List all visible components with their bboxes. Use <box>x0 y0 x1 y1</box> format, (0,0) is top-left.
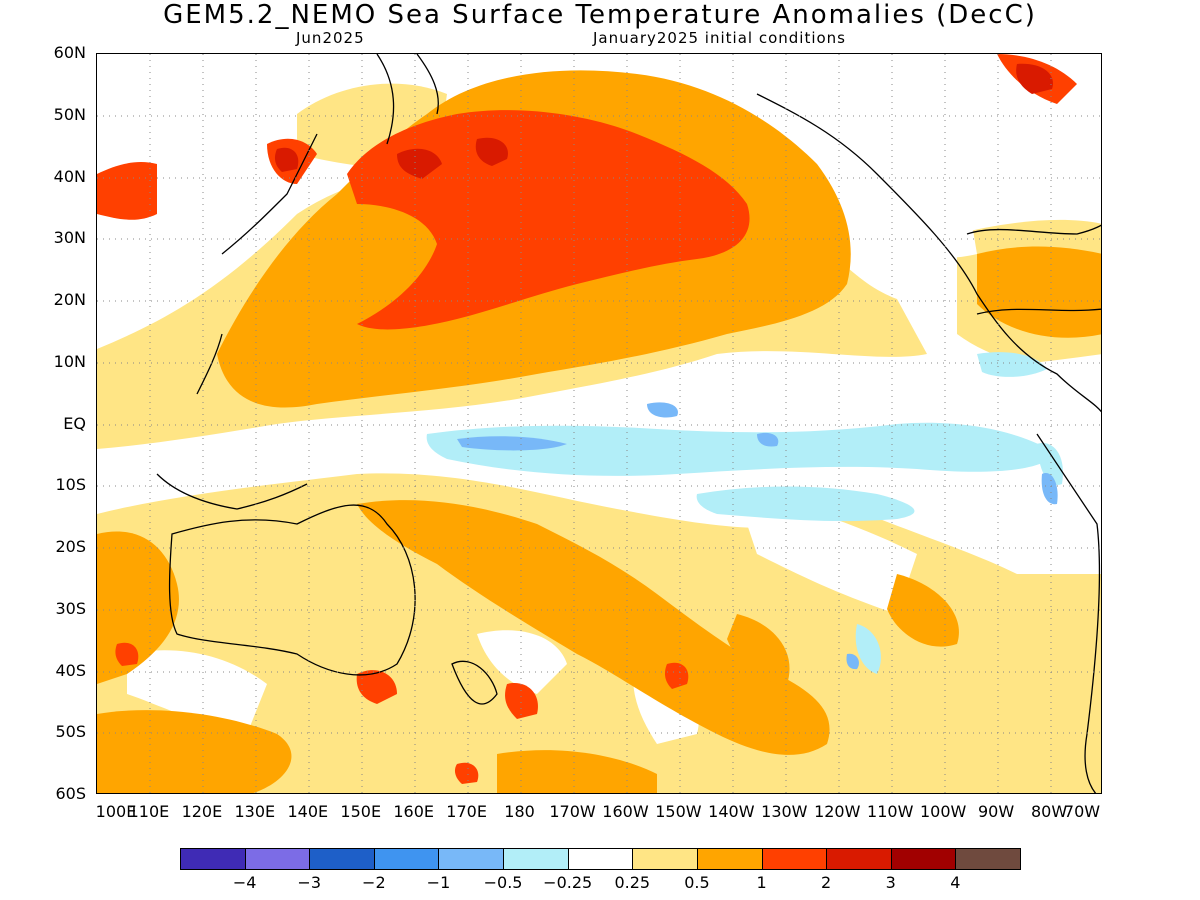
lat-tick-label: 60S <box>55 784 86 803</box>
colorbar <box>180 848 1021 870</box>
colorbar-tick-label: −1 <box>426 873 451 892</box>
colorbar-tick-label: 2 <box>821 873 832 892</box>
lon-tick-label: 130E <box>234 802 276 821</box>
lat-tick-label: 40N <box>53 166 86 186</box>
map-canvas <box>97 54 1101 793</box>
colorbar-tick-label: 1 <box>756 873 767 892</box>
colorbar-swatch <box>955 848 1021 870</box>
lon-tick-label: 100W <box>919 802 967 821</box>
coastlines <box>156 54 1101 793</box>
colorbar-swatch <box>632 848 698 870</box>
colorbar-swatch <box>826 848 892 870</box>
colorbar-tick-label: −0.5 <box>483 873 523 892</box>
colorbar-swatch <box>373 848 440 870</box>
lon-tick-label: 140E <box>287 802 329 821</box>
lon-tick-label: 140W <box>708 802 755 821</box>
lon-tick-label: 180 <box>504 802 535 821</box>
lon-tick-label: 120W <box>814 802 861 821</box>
lon-tick-label: 90W <box>978 802 1015 821</box>
lat-tick-label: 10N <box>53 351 86 371</box>
colorbar-tick-label: 0.5 <box>684 873 710 892</box>
lat-tick-label: 20N <box>53 290 86 309</box>
lat-tick-label: 40S <box>55 660 86 680</box>
lon-tick-label: 110E <box>128 802 170 821</box>
lon-tick-label: 130W <box>761 802 808 821</box>
colorbar-swatch <box>890 848 957 870</box>
lon-tick-label: 100E <box>95 802 137 821</box>
lon-tick-label: 80W <box>1030 802 1068 821</box>
lat-tick-label: 10S <box>55 475 86 495</box>
lon-tick-label: 150W <box>655 802 702 821</box>
anomaly-fill-deep-red <box>274 63 1053 179</box>
lon-tick-label: 150E <box>340 802 382 821</box>
lon-tick-label: 160W <box>602 802 649 821</box>
lon-tick-label: 120E <box>181 802 223 821</box>
forecast-month: Jun2025 <box>296 29 365 47</box>
colorbar-tick-label: 0.25 <box>614 873 651 892</box>
lat-tick-label: 60N <box>53 43 86 62</box>
chart-title: GEM5.2_NEMO Sea Surface Temperature Anom… <box>163 0 1037 30</box>
colorbar-tick-label: −4 <box>232 873 257 892</box>
colorbar-swatch <box>309 848 375 870</box>
colorbar-swatch <box>180 848 246 870</box>
colorbar-swatch <box>244 848 311 870</box>
anomaly-fill-blue <box>457 402 1058 670</box>
anomaly-fill-light-cyan <box>426 352 1063 674</box>
lat-tick-label: 50S <box>55 722 86 742</box>
colorbar-swatch <box>761 848 828 870</box>
lat-tick-label: EQ <box>63 413 86 433</box>
colorbar-tick-label: −0.25 <box>543 873 593 892</box>
colorbar-tick-label: −3 <box>297 873 322 892</box>
lat-tick-label: 50N <box>53 104 86 124</box>
initial-conditions: January2025 initial conditions <box>593 29 846 47</box>
colorbar-tick-label: 3 <box>885 873 896 892</box>
colorbar-swatch <box>696 848 763 870</box>
lon-tick-label: 110W <box>867 802 914 821</box>
colorbar-swatch <box>438 848 505 870</box>
lon-tick-label: 70W <box>1063 802 1101 821</box>
colorbar-swatch <box>567 848 634 870</box>
colorbar-tick-label: 4 <box>950 873 961 892</box>
lat-tick-label: 30S <box>55 598 86 618</box>
lon-tick-label: 170E <box>446 802 487 821</box>
anomaly-map <box>96 53 1102 794</box>
colorbar-tick-label: −2 <box>362 873 386 892</box>
colorbar-swatch <box>503 848 569 870</box>
lat-tick-label: 30N <box>53 228 86 248</box>
lon-tick-label: 170W <box>549 802 596 821</box>
lat-tick-label: 20S <box>55 537 86 556</box>
lon-tick-label: 160E <box>393 802 434 821</box>
